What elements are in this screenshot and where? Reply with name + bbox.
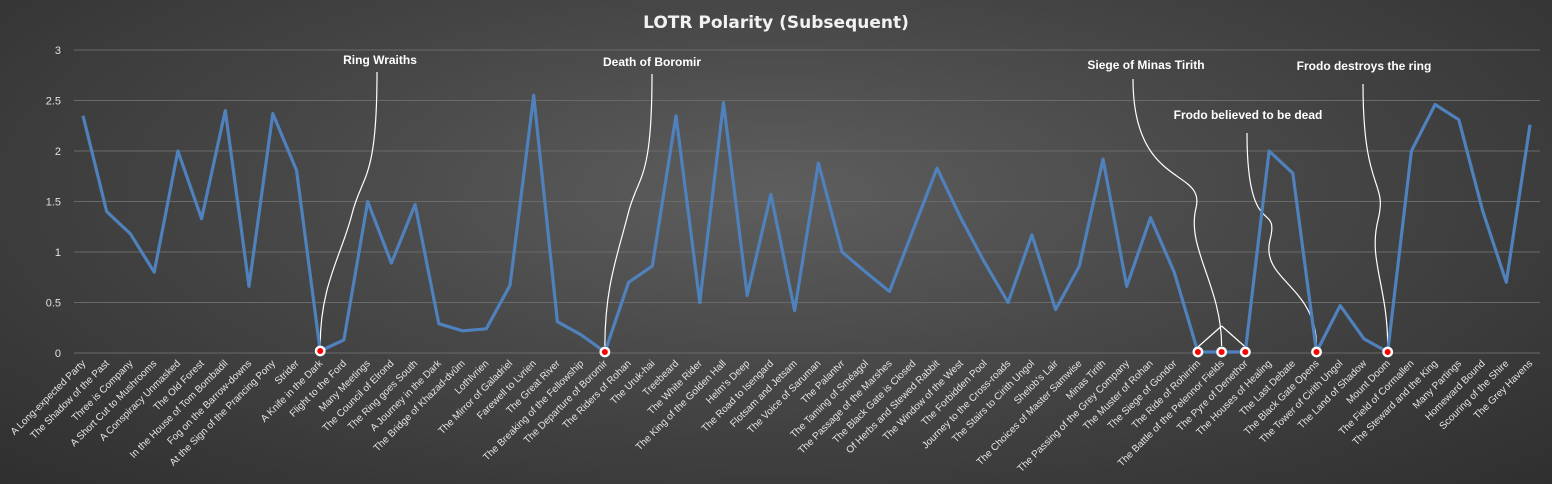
y-axis-ticks: 0 0.5 1 1.5 2 2.5 3: [46, 45, 61, 360]
y-tick-label: 2.5: [46, 96, 61, 108]
highlight-point: [1239, 346, 1251, 358]
y-tick-label: 3: [55, 45, 61, 57]
y-tick-label: 1.5: [46, 197, 61, 209]
annotation-leader: [1197, 325, 1223, 348]
y-tick-label: 1: [55, 247, 61, 259]
highlight-point: [1382, 346, 1394, 358]
highlight-markers: [314, 345, 1394, 358]
annotation-leader: [319, 71, 378, 345]
annotation-label: Siege of Minas Tirith: [1087, 58, 1204, 72]
gridlines: [74, 49, 1540, 354]
y-tick-label: 0: [55, 348, 61, 360]
annotation-leader: [1246, 132, 1318, 346]
polarity-series-line: [81, 93, 1532, 354]
annotation-leader: [1362, 83, 1389, 346]
annotation-label: Death of Boromir: [603, 55, 701, 69]
highlight-point: [314, 345, 326, 357]
y-tick-label: 2: [55, 146, 61, 158]
annotation-leader: [1132, 78, 1223, 346]
annotation-leader: [604, 73, 653, 346]
annotation-label: Frodo believed to be dead: [1174, 108, 1323, 122]
annotation-label: Ring Wraiths: [343, 53, 417, 67]
highlight-point: [1311, 346, 1322, 358]
highlight-point: [599, 346, 611, 358]
y-tick-label: 0.5: [46, 298, 61, 310]
highlight-point: [1192, 346, 1204, 358]
annotations: Ring Wraiths Death of Boromir Siege of Min…: [343, 53, 1431, 122]
annotation-label: Frodo destroys the ring: [1297, 59, 1432, 73]
annotation-leader: [1221, 325, 1246, 348]
highlight-point: [1216, 346, 1228, 358]
annotation-leaders: [319, 71, 1389, 348]
chart-title: LOTR Polarity (Subsequent): [643, 13, 909, 33]
